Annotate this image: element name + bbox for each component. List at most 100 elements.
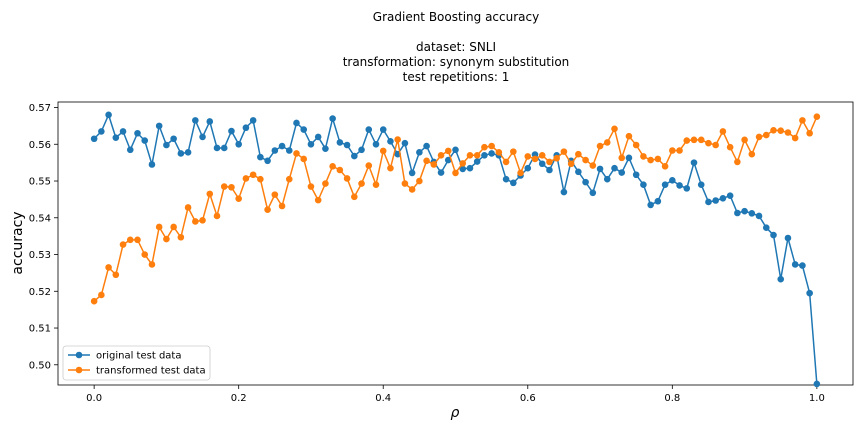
data-point-transformed	[726, 143, 734, 151]
data-point-transformed	[473, 151, 481, 159]
data-point-original	[560, 188, 568, 196]
data-point-transformed	[387, 164, 394, 172]
data-point-original	[611, 164, 618, 172]
data-point-original	[278, 142, 286, 150]
data-point-transformed	[119, 241, 127, 248]
data-point-transformed	[459, 160, 467, 167]
data-point-transformed	[589, 162, 597, 169]
data-point-original	[452, 146, 459, 154]
data-point-transformed	[524, 153, 532, 160]
data-point-transformed	[705, 139, 712, 147]
data-point-transformed	[719, 128, 727, 135]
data-point-original	[690, 159, 698, 166]
data-point-original	[813, 380, 821, 388]
y-tick-label: 0.52	[29, 287, 51, 298]
data-point-transformed	[481, 143, 488, 151]
data-point-original	[640, 181, 647, 188]
data-point-transformed	[517, 169, 524, 177]
data-point-original	[799, 262, 806, 269]
data-point-original	[285, 147, 293, 154]
chart-title: Gradient Boosting accuracy	[373, 10, 539, 24]
data-point-transformed	[502, 158, 510, 166]
data-point-transformed	[394, 136, 401, 143]
chart-subtitle-repetitions: test repetitions: 1	[403, 70, 510, 84]
data-point-original	[300, 126, 308, 133]
data-point-original	[314, 133, 322, 141]
data-point-original	[163, 141, 170, 149]
data-point-original	[293, 119, 300, 127]
data-point-original	[618, 169, 626, 176]
data-point-original	[387, 138, 394, 145]
data-point-transformed	[531, 155, 539, 163]
data-point-original	[242, 124, 250, 132]
data-point-transformed	[112, 271, 120, 279]
data-point-original	[228, 127, 235, 135]
data-point-original	[466, 164, 474, 172]
data-point-original	[734, 209, 741, 217]
data-point-original	[271, 147, 279, 154]
data-point-original	[170, 135, 177, 143]
data-point-transformed	[141, 251, 149, 258]
data-point-original	[155, 122, 163, 130]
data-point-transformed	[683, 137, 691, 144]
data-point-transformed	[748, 150, 756, 158]
data-point-transformed	[184, 204, 192, 211]
data-point-transformed	[654, 155, 662, 163]
data-point-transformed	[90, 297, 98, 305]
data-point-transformed	[365, 162, 373, 169]
data-point-original	[654, 197, 662, 205]
data-point-original	[329, 115, 336, 122]
data-point-original	[343, 141, 351, 149]
data-point-transformed	[762, 131, 770, 139]
data-point-transformed	[228, 183, 235, 191]
data-point-transformed	[322, 180, 329, 187]
data-point-transformed	[770, 127, 777, 134]
data-point-original	[762, 224, 770, 231]
data-point-transformed	[813, 113, 821, 120]
legend-box	[62, 345, 211, 381]
data-point-original	[351, 152, 358, 160]
data-point-transformed	[560, 148, 568, 155]
data-point-original	[112, 134, 120, 141]
data-point-transformed	[546, 158, 553, 166]
data-point-original	[719, 194, 727, 202]
data-point-original	[647, 201, 654, 209]
data-point-transformed	[777, 127, 785, 134]
data-point-transformed	[430, 161, 438, 168]
data-point-original	[589, 189, 597, 197]
data-point-original	[192, 117, 199, 124]
legend-label-transformed: transformed test data	[96, 366, 206, 377]
data-point-transformed	[358, 180, 365, 187]
data-point-original	[632, 171, 640, 179]
data-point-transformed	[257, 175, 264, 183]
data-point-original	[365, 126, 373, 133]
series-layer	[90, 111, 821, 388]
data-point-transformed	[452, 169, 459, 177]
data-point-original	[473, 158, 481, 165]
x-tick-label: 0.8	[664, 393, 680, 404]
data-point-transformed	[806, 129, 813, 137]
data-point-original	[502, 175, 510, 183]
data-point-original	[307, 140, 315, 148]
data-point-original	[488, 150, 495, 157]
data-point-transformed	[148, 261, 156, 268]
data-point-transformed	[437, 151, 445, 159]
y-tick-label: 0.56	[29, 140, 51, 151]
data-point-transformed	[126, 236, 134, 244]
x-axis-label: ρ	[451, 405, 460, 421]
data-point-transformed	[220, 183, 228, 190]
data-point-original	[582, 178, 589, 186]
data-point-transformed	[618, 154, 626, 162]
data-point-original	[206, 118, 214, 125]
data-point-transformed	[213, 212, 221, 220]
data-point-original	[358, 146, 365, 154]
data-point-original	[213, 144, 221, 152]
data-point-transformed	[444, 147, 452, 155]
data-point-transformed	[423, 157, 430, 165]
data-point-original	[408, 169, 416, 177]
x-tick-label: 0.4	[375, 393, 391, 404]
data-point-original	[524, 164, 532, 172]
data-point-original	[148, 161, 156, 168]
data-point-original	[423, 142, 430, 150]
data-point-original	[416, 149, 423, 156]
